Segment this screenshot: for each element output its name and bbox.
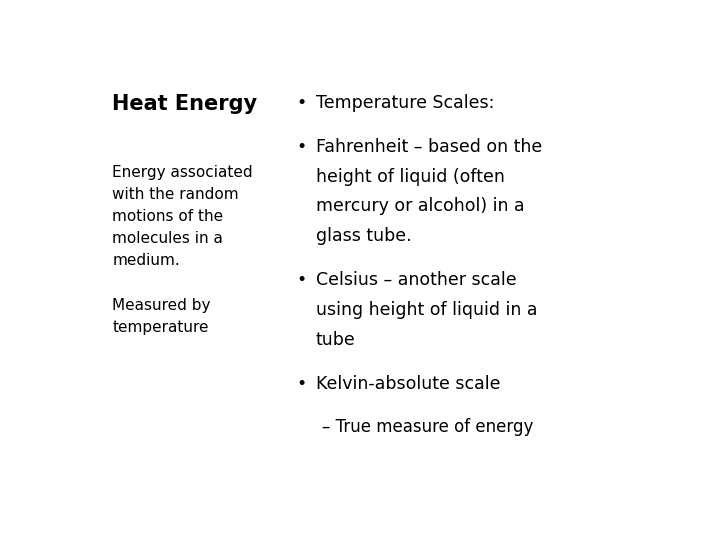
Text: glass tube.: glass tube. [316, 227, 412, 245]
Text: – True measure of energy: – True measure of energy [322, 418, 533, 436]
Text: Heat Energy: Heat Energy [112, 94, 258, 114]
Text: Temperature Scales:: Temperature Scales: [316, 94, 495, 112]
Text: •: • [297, 138, 307, 156]
Text: Energy associated
with the random
motions of the
molecules in a
medium.

Measure: Energy associated with the random motion… [112, 165, 253, 335]
Text: Fahrenheit – based on the: Fahrenheit – based on the [316, 138, 542, 156]
Text: using height of liquid in a: using height of liquid in a [316, 301, 538, 319]
Text: Celsius – another scale: Celsius – another scale [316, 271, 517, 289]
Text: •: • [297, 375, 307, 393]
Text: •: • [297, 271, 307, 289]
Text: •: • [297, 94, 307, 112]
Text: Kelvin-absolute scale: Kelvin-absolute scale [316, 375, 500, 393]
Text: height of liquid (often: height of liquid (often [316, 167, 505, 186]
Text: tube: tube [316, 331, 356, 349]
Text: mercury or alcohol) in a: mercury or alcohol) in a [316, 198, 525, 215]
